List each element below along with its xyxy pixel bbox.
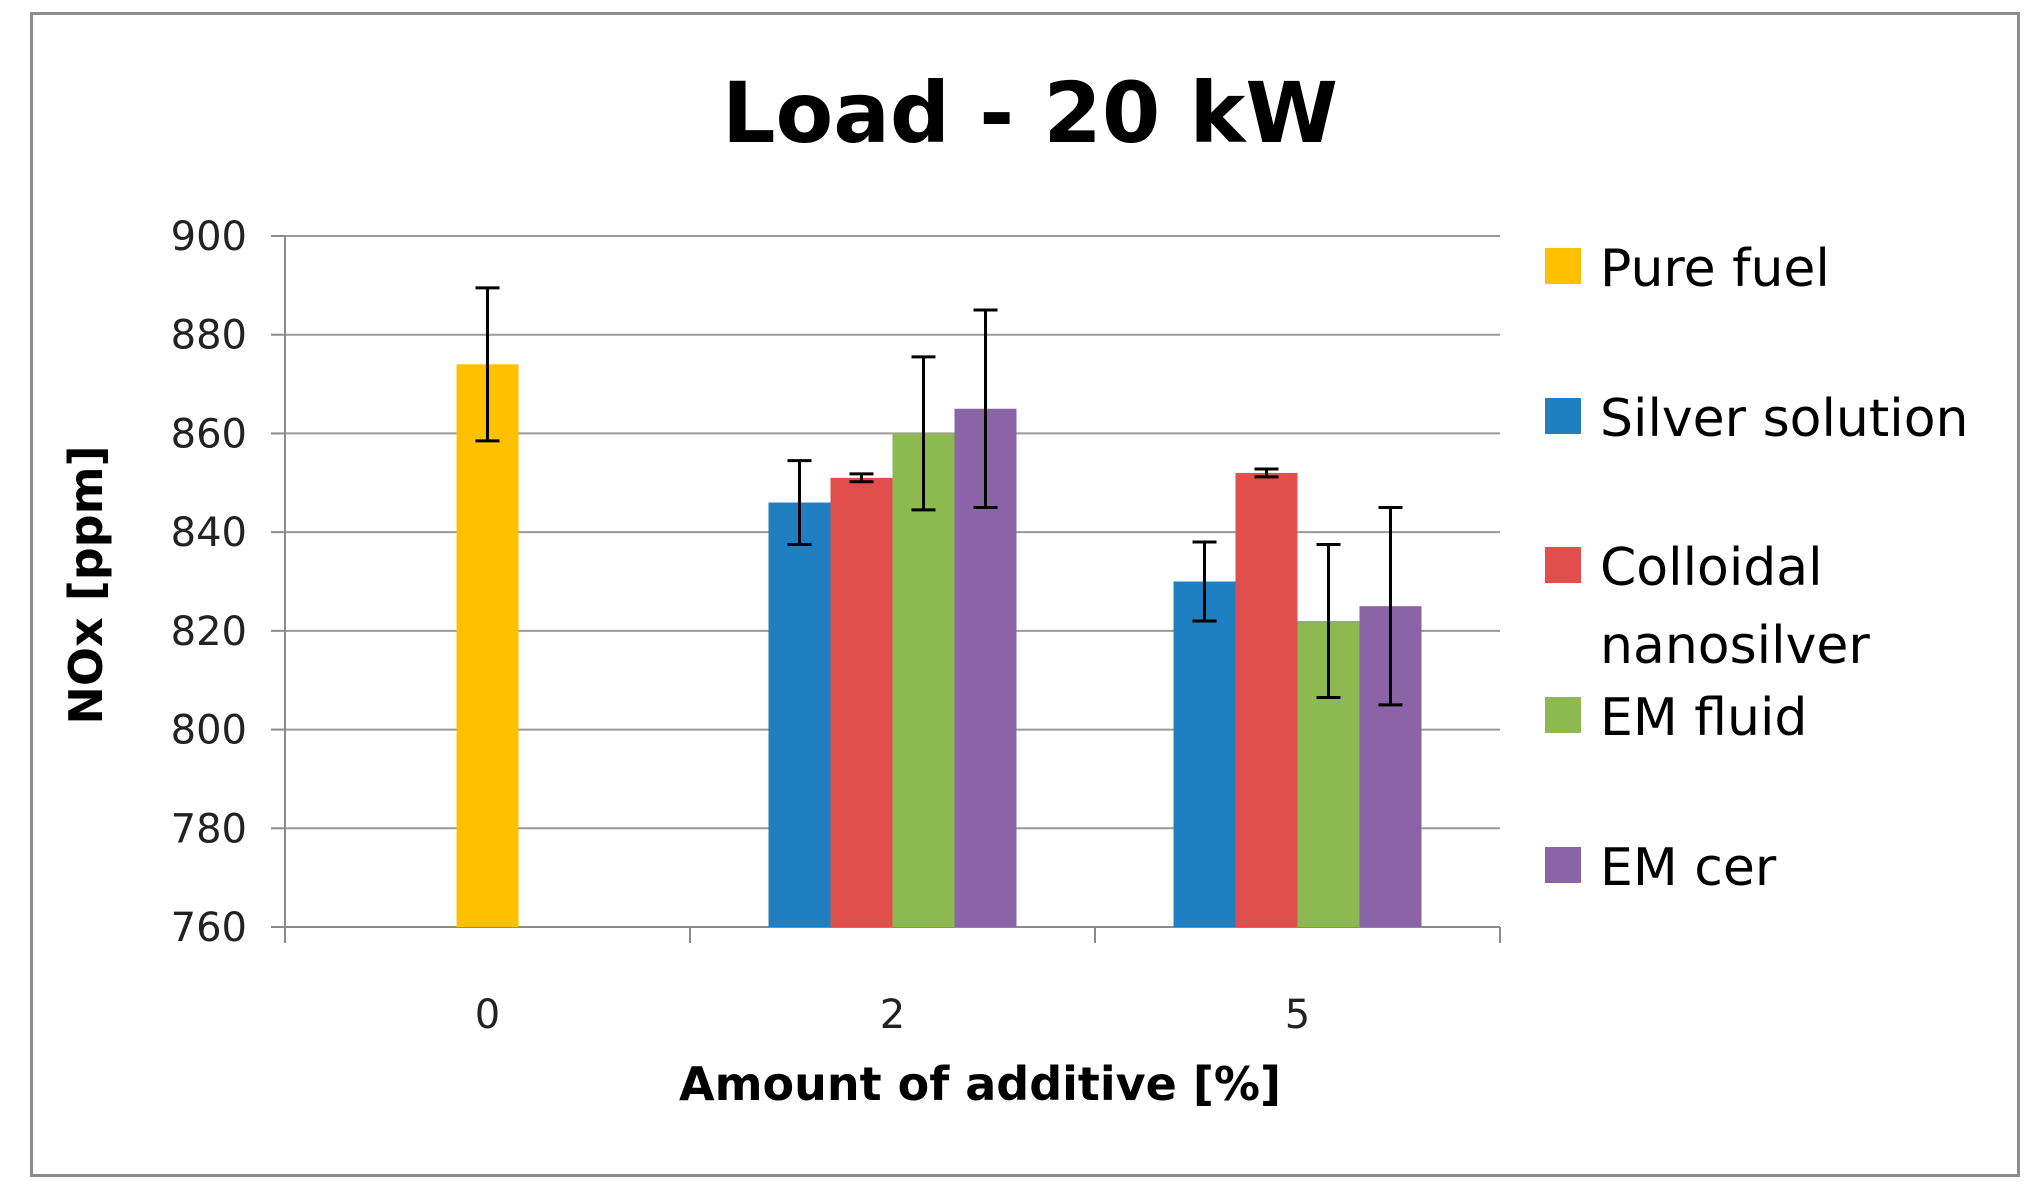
x-tick-label-2: 2 [880, 992, 905, 1038]
bar-pure-fuel-0 [456, 364, 519, 927]
legend-swatch-silver-solution [1545, 398, 1581, 434]
y-tick-label-760: 760 [171, 905, 247, 951]
legend-swatch-em-cer [1545, 847, 1581, 883]
bar-silver-solution-2 [768, 502, 831, 927]
y-tick-label-860: 860 [171, 411, 247, 457]
y-axis-title: NOx [ppm] [59, 445, 113, 724]
bars [456, 364, 1422, 927]
y-tick-label-800: 800 [171, 708, 247, 754]
legend-label-em-fluid: EM fluid [1600, 688, 1807, 748]
legend-swatch-em-fluid [1545, 697, 1581, 733]
y-tick-label-820: 820 [171, 609, 247, 655]
x-tick-label-5: 5 [1285, 992, 1310, 1038]
chart-title: Load - 20 kW [722, 64, 1338, 162]
legend-label-colloidal-nanosilver: Colloidal nanosilver [1600, 538, 1870, 676]
legend-label-pure-fuel: Pure fuel [1600, 239, 1830, 299]
bar-colloidal-nanosilver-5 [1235, 472, 1298, 927]
y-tick-labels: 760 780 800 820 840 860 880 900 [171, 214, 247, 951]
legend-label-silver-solution: Silver solution [1600, 389, 1969, 449]
bar-em-fluid-2 [892, 433, 955, 927]
y-tick-label-840: 840 [171, 510, 247, 556]
bar-silver-solution-5 [1173, 581, 1236, 927]
legend: Pure fuel Silver solution Colloidal nanosil… [1545, 239, 1969, 898]
error-bars [475, 286, 1403, 707]
bar-colloidal-nanosilver-2 [830, 477, 893, 927]
y-tick-label-880: 880 [171, 313, 247, 359]
x-tick-labels: 0 2 5 [475, 992, 1310, 1038]
legend-swatch-colloidal-nanosilver [1545, 547, 1581, 583]
y-tick-label-780: 780 [171, 806, 247, 852]
y-tick-label-900: 900 [171, 214, 247, 260]
legend-label-em-cer: EM cer [1600, 838, 1777, 898]
legend-swatch-pure-fuel [1545, 248, 1581, 284]
x-axis-title: Amount of additive [%] [679, 1057, 1281, 1111]
x-tick-label-0: 0 [475, 992, 500, 1038]
chart-frame [30, 12, 2020, 1177]
